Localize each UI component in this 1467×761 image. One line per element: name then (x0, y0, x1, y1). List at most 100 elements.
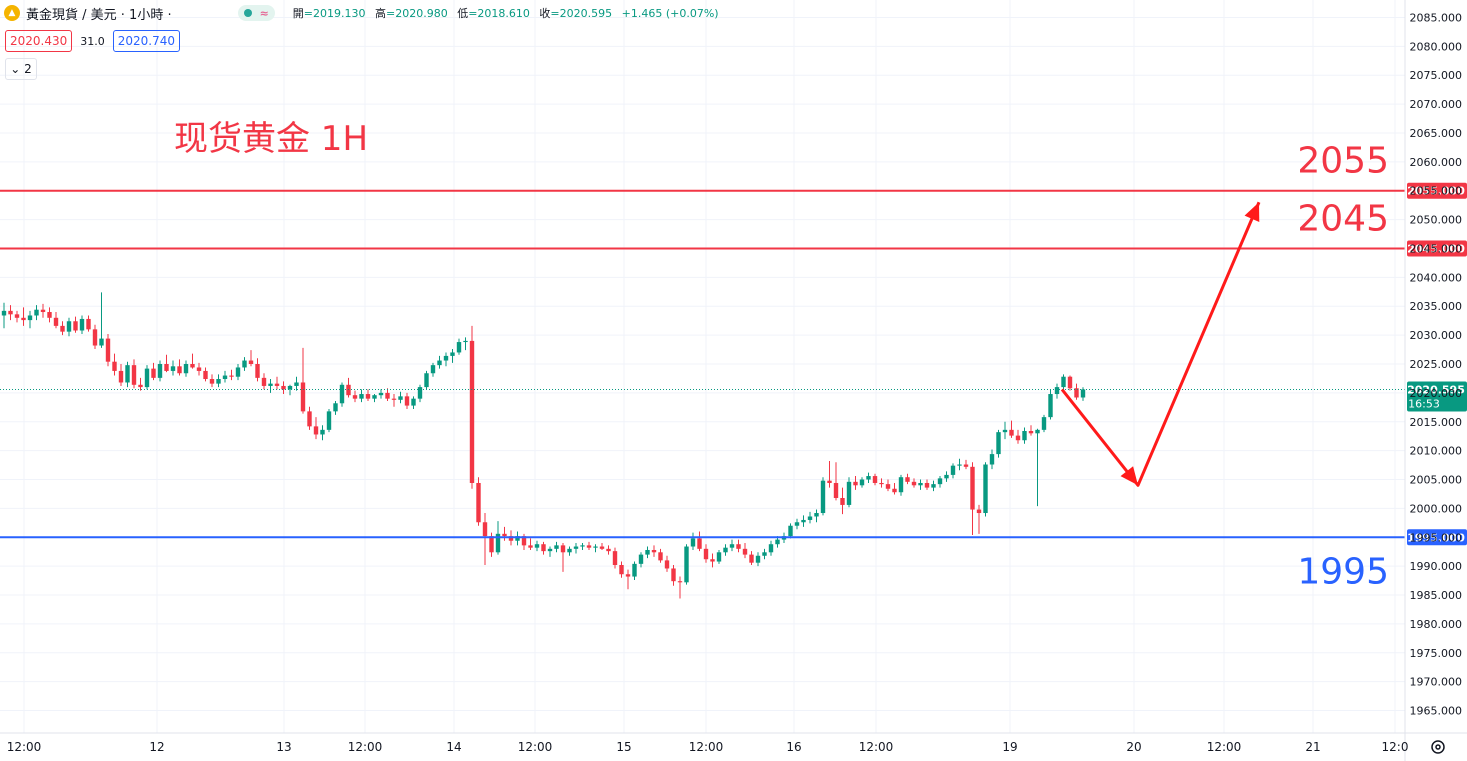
candle (196, 362, 202, 376)
candle (690, 532, 696, 550)
candle-body (898, 477, 904, 493)
time-tick-label: 19 (1002, 740, 1017, 754)
candle (131, 359, 137, 389)
candle (1002, 421, 1008, 440)
candle-body (1035, 429, 1040, 434)
candle-body (281, 385, 286, 390)
candle-body (996, 432, 1001, 455)
candle (391, 394, 397, 407)
candle-body (1002, 429, 1008, 433)
candle-body (976, 509, 982, 514)
candle (450, 348, 455, 363)
candle-body (66, 321, 72, 332)
candle-body (196, 367, 202, 371)
candle-body (625, 574, 631, 577)
candle-body (866, 476, 871, 480)
candle-body (827, 480, 832, 483)
candle (866, 472, 871, 483)
candle-body (619, 565, 624, 575)
candle-body (658, 552, 663, 561)
candle-body (521, 536, 527, 546)
candle (996, 429, 1001, 458)
candle-body (417, 387, 423, 399)
candle-body (1041, 417, 1047, 430)
market-status-pill[interactable]: ≈ (237, 5, 275, 21)
candle (573, 543, 579, 554)
candle-body (833, 482, 839, 499)
candle (632, 561, 637, 581)
candle-body (768, 544, 774, 553)
candle-body (229, 375, 234, 377)
candle (359, 389, 364, 403)
candle (801, 515, 806, 527)
candle (287, 384, 293, 396)
level-price-text: 2055.000 (1407, 185, 1465, 198)
price-tick-label: 1980.000 (1410, 618, 1463, 631)
price-tick-label: 2045.000 (1410, 242, 1463, 255)
candle-body (534, 544, 540, 548)
projection-arrow (1060, 201, 1261, 487)
candle-body (73, 321, 78, 331)
candle (638, 552, 644, 568)
candle-body (8, 310, 13, 315)
candle-body (255, 364, 260, 378)
candle-body (242, 360, 247, 368)
candle-body (1080, 389, 1086, 398)
price-tick-label: 2080.000 (1410, 40, 1463, 53)
candle-body (385, 392, 390, 399)
symbol-title[interactable]: 黃金現貨 / 美元 · 1小時 · (26, 7, 172, 23)
candle (580, 543, 585, 550)
candle-body (794, 522, 800, 526)
indicators-toggle-button[interactable]: ⌄ 2 (5, 58, 37, 80)
candle (651, 545, 657, 557)
settings-icon[interactable] (1431, 740, 1445, 754)
candle (261, 373, 267, 390)
candle-body (716, 552, 722, 562)
time-tick-label: 12:00 (7, 740, 42, 754)
candle-body (27, 315, 33, 321)
candle (294, 376, 299, 391)
candle (528, 538, 533, 550)
candle-body (60, 325, 65, 332)
candle-body (593, 546, 598, 548)
candle-body (1074, 388, 1079, 398)
candle (248, 350, 254, 367)
sell-button[interactable]: 2020.430 (5, 30, 73, 52)
candle (586, 541, 592, 550)
candle (86, 315, 91, 332)
candle (872, 473, 878, 486)
candle-body (632, 563, 637, 577)
candle-body (788, 525, 793, 537)
candle (482, 513, 488, 566)
buy-button[interactable]: 2020.740 (112, 30, 181, 52)
market-open-dot-icon (243, 9, 252, 17)
candle (892, 482, 897, 495)
price-tick-label: 2075.000 (1410, 69, 1463, 82)
candle-body (105, 338, 111, 362)
candle-body (268, 383, 273, 386)
candle-body (1022, 431, 1027, 441)
candle-body (1015, 435, 1021, 441)
candle (333, 400, 338, 415)
candle (502, 526, 507, 541)
ohlc-high-value: =2020.980 (386, 7, 448, 20)
candle-body (820, 480, 826, 514)
candle-body (892, 488, 897, 493)
candle-body (905, 477, 910, 482)
candle (937, 476, 943, 488)
candle (768, 540, 774, 556)
candle (183, 360, 189, 377)
candle (827, 461, 832, 488)
candle-body (749, 554, 754, 563)
candle (762, 548, 767, 560)
price-tick-label: 1970.000 (1410, 676, 1463, 689)
candle (203, 367, 208, 382)
price-tick-label: 2040.000 (1410, 271, 1463, 284)
candle (541, 541, 546, 555)
time-axis: 12:00 12 13 12:00 14 12:00 15 12:00 16 12:00 19 20 1… (0, 732, 1467, 754)
candle (963, 459, 969, 470)
candle-body (859, 479, 865, 486)
candle (8, 305, 13, 321)
spread-value: 31.0 (80, 34, 105, 48)
